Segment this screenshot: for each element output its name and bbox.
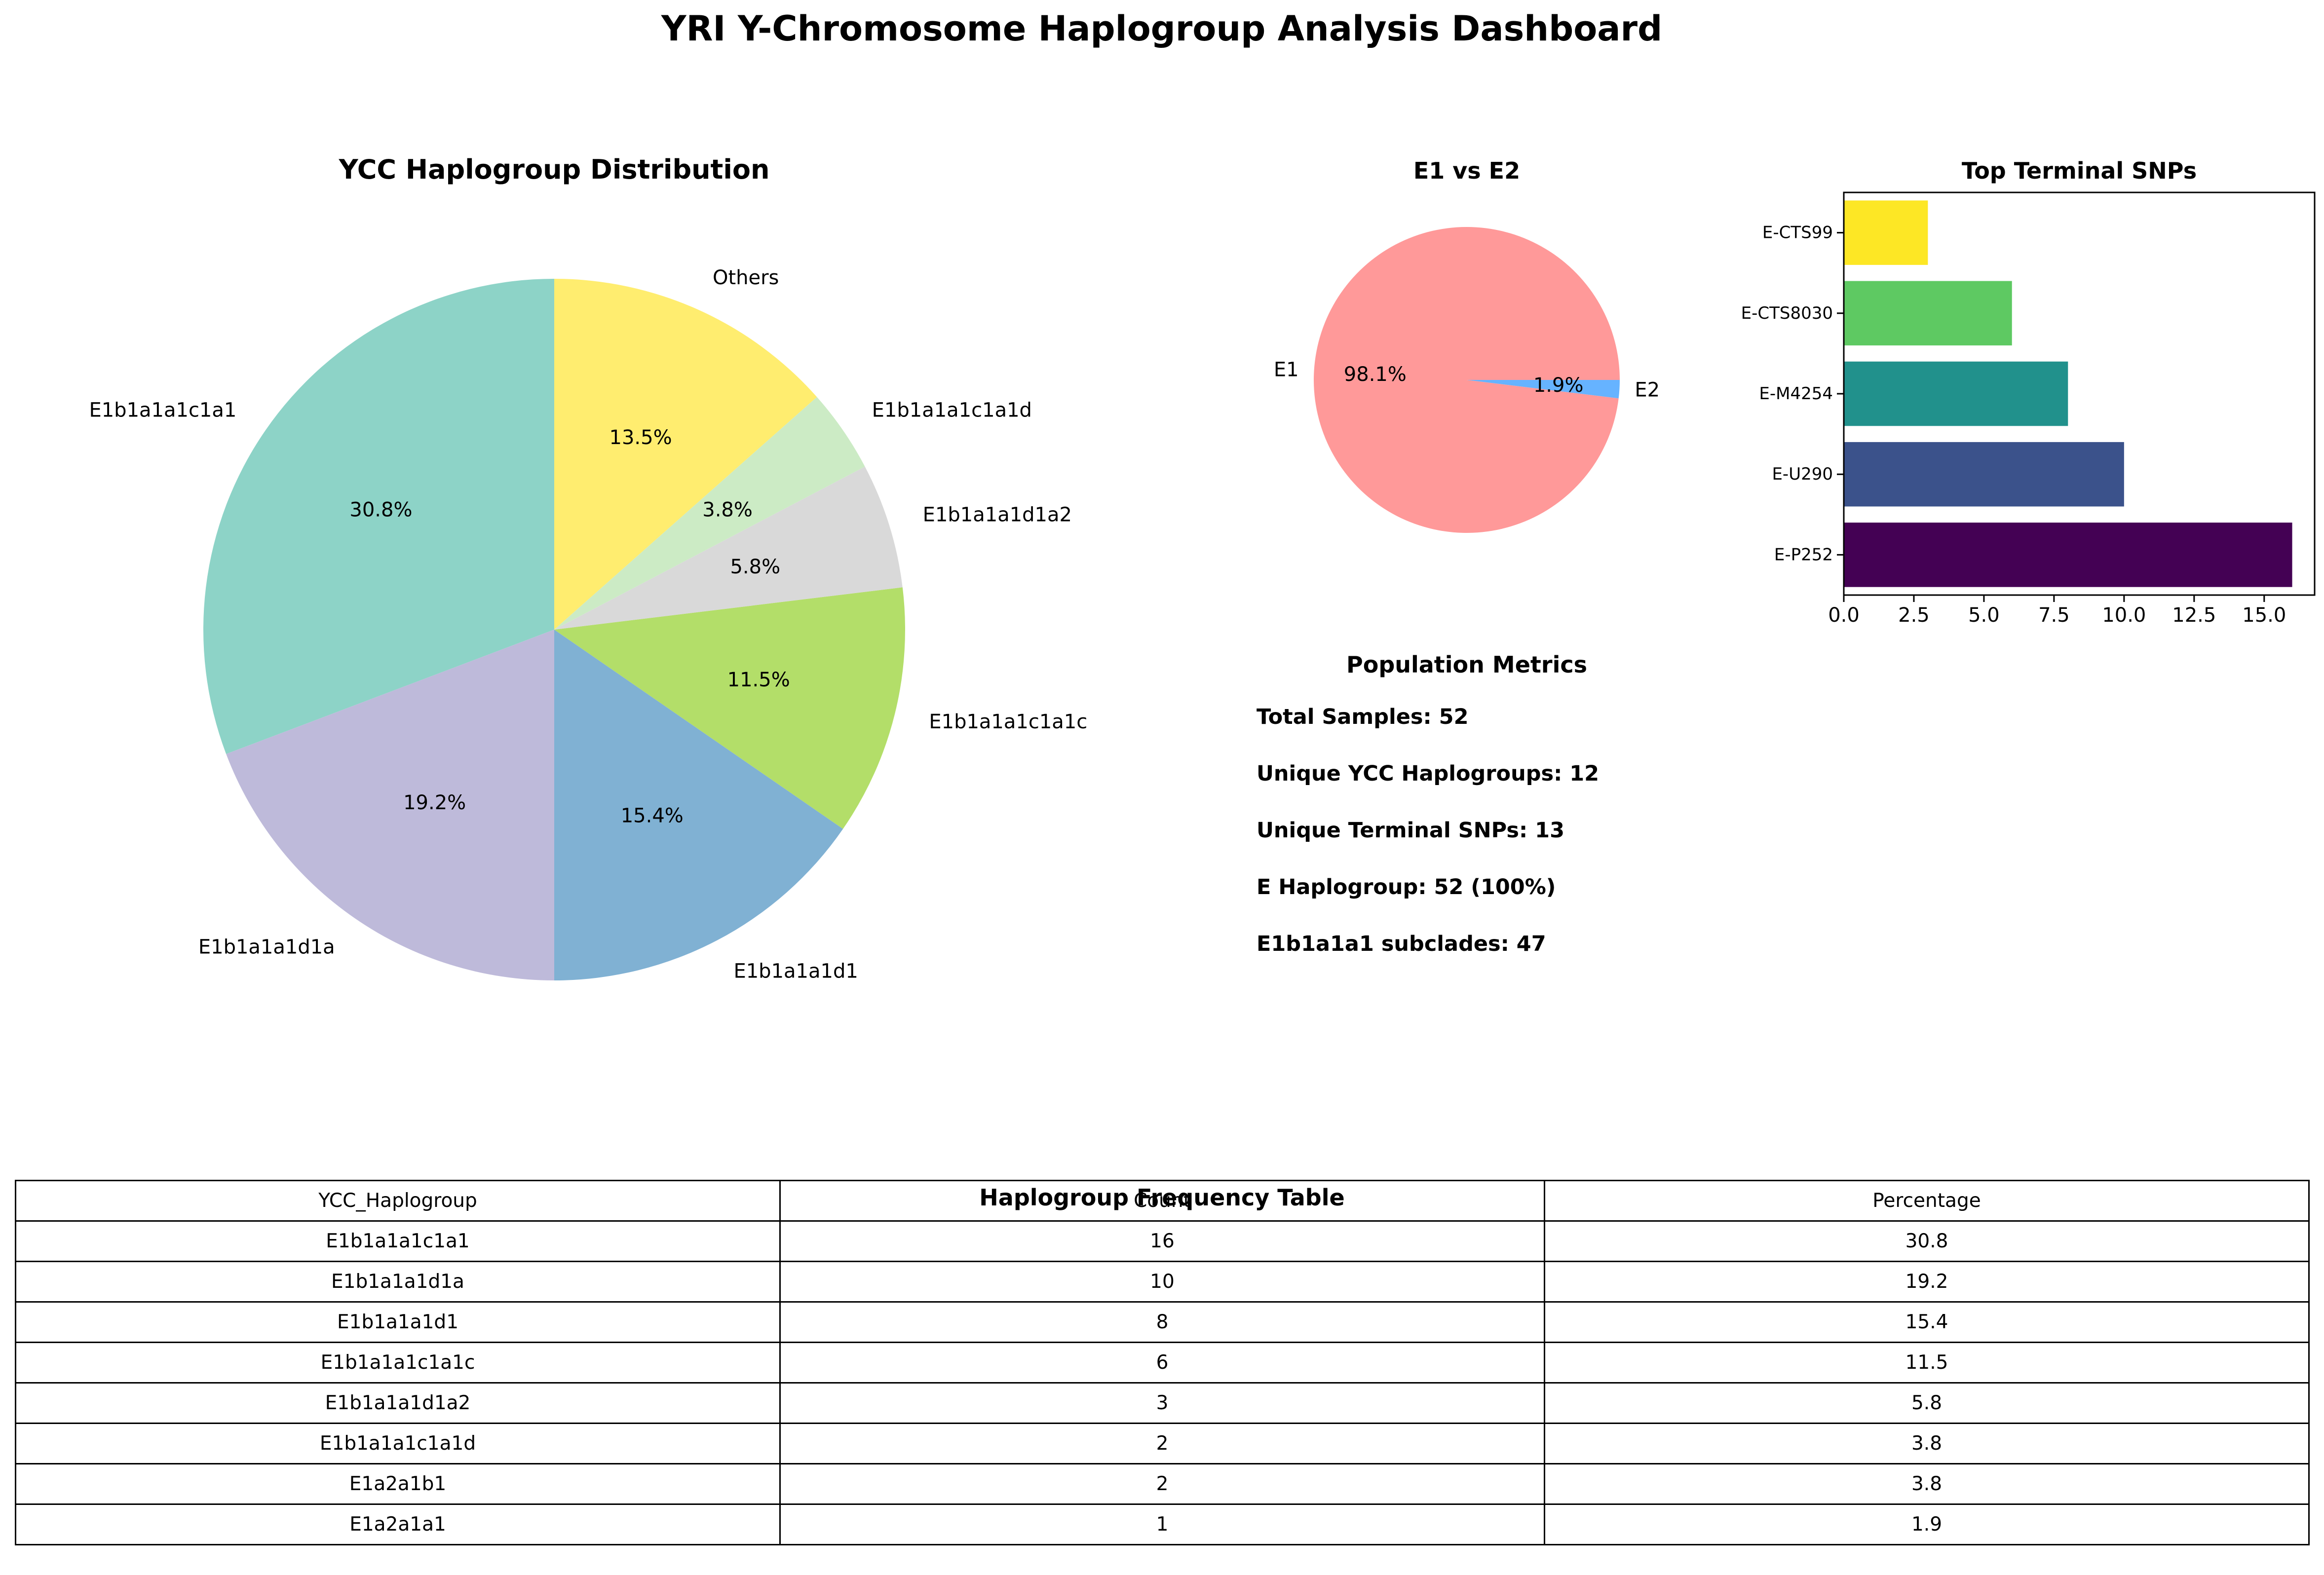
table-header-row: YCC_Haplogroup Count Percentage — [15, 1180, 2310, 1222]
pie-percent-label: 11.5% — [727, 669, 790, 691]
table-header-cell: YCC_Haplogroup — [15, 1180, 781, 1222]
pie-percent-label: 5.8% — [730, 556, 780, 578]
pie-percent-label: 13.5% — [610, 426, 672, 449]
x-tick-label: 15.0 — [2242, 604, 2286, 627]
bar-e-u290 — [1844, 442, 2124, 507]
y-tick-label: E-CTS99 — [1762, 223, 1833, 243]
bar-e-cts8030 — [1844, 281, 2012, 346]
pie-slice-e1b1a1a1d1a2 — [554, 466, 903, 630]
pie-percent-label: 30.8% — [349, 499, 412, 522]
y-tick-label: E-CTS8030 — [1741, 303, 1833, 323]
pie-category-label: E1b1a1a1d1a2 — [923, 503, 1072, 526]
bar-e-p252 — [1844, 523, 2292, 587]
pie-category-label: E1b1a1a1c1a1d — [872, 399, 1032, 422]
pie-percent-label: 19.2% — [403, 791, 466, 814]
pie-category-label: Others — [713, 266, 779, 289]
metric-unique-ycc-haplogroups: Unique YCC Haplogroups: 12 — [1257, 761, 1599, 786]
table-cell: E1b1a1a1c1a1d — [15, 1423, 781, 1464]
pie-percent-label: 98.1% — [1344, 363, 1407, 386]
pie-slice-e1b1a1a1c1a1c — [554, 587, 905, 829]
table-cell: E1b1a1a1d1 — [15, 1301, 781, 1343]
pie-slice-e1b1a1a1c1a1 — [203, 279, 554, 754]
table-cell: 3 — [779, 1382, 1545, 1424]
table-row: E1a2a1a1 1 1.9 — [15, 1503, 2310, 1545]
e1-e2-pie-chart: E1 vs E2 98.1% E1 1.9% E2 — [1274, 157, 1660, 533]
table-row: E1b1a1a1c1a1d 2 3.8 — [15, 1423, 2310, 1464]
table-cell: 3.8 — [1544, 1463, 2310, 1505]
table-cell: 1 — [779, 1503, 1545, 1545]
x-tick-label: 10.0 — [2102, 604, 2146, 627]
table-cell: E1a2a1a1 — [15, 1503, 781, 1545]
pie-slice-others — [554, 279, 817, 630]
pie-slice-e1b1a1a1d1 — [554, 630, 843, 980]
metric-total-samples: Total Samples: 52 — [1257, 705, 1469, 729]
table-cell: 15.4 — [1544, 1301, 2310, 1343]
metrics-title: Population Metrics — [1346, 651, 1587, 678]
bar-e-m4254 — [1844, 361, 2068, 426]
x-tick-label: 12.5 — [2172, 604, 2216, 627]
chart-title: YCC Haplogroup Distribution — [339, 154, 770, 185]
pie-slice-e1b1a1a1c1a1d — [554, 397, 865, 630]
pie-percent-label: 1.9% — [1533, 374, 1584, 397]
table-cell: E1a2a1b1 — [15, 1463, 781, 1505]
table-row: E1b1a1a1d1a2 3 5.8 — [15, 1382, 2310, 1424]
y-tick-label: E-P252 — [1774, 545, 1833, 564]
table-cell: 5.8 — [1544, 1382, 2310, 1424]
table-header-cell: Count — [779, 1180, 1545, 1222]
population-metrics: Population Metrics Total Samples: 52 Uni… — [1257, 651, 1599, 956]
dashboard-title: YRI Y-Chromosome Haplogroup Analysis Das… — [661, 8, 1662, 49]
table-cell: 2 — [779, 1463, 1545, 1505]
pie-category-label: E1b1a1a1c1a1c — [929, 711, 1087, 733]
table-cell: E1b1a1a1c1a1 — [15, 1220, 781, 1262]
metric-e1b1a1a1-subclades: E1b1a1a1 subclades: 47 — [1257, 932, 1546, 956]
table-cell: E1b1a1a1d1a2 — [15, 1382, 781, 1424]
table-cell: 11.5 — [1544, 1342, 2310, 1384]
table-row: E1b1a1a1d1a 10 19.2 — [15, 1261, 2310, 1303]
haplogroup-frequency-table: YCC_Haplogroup Count Percentage E1b1a1a1… — [15, 1180, 2310, 1545]
pie-percent-label: 3.8% — [702, 499, 753, 522]
table-cell: E1b1a1a1c1a1c — [15, 1342, 781, 1384]
table-row: E1b1a1a1c1a1 16 30.8 — [15, 1220, 2310, 1262]
plot-frame — [1843, 191, 2316, 596]
x-tick-label: 7.5 — [2038, 604, 2070, 627]
chart-title: Top Terminal SNPs — [1962, 157, 2197, 184]
pie-slice-e2 — [1467, 380, 1620, 399]
table-cell: 3.8 — [1544, 1423, 2310, 1464]
bar-e-cts99 — [1844, 200, 1928, 265]
haplogroup-pie-chart: YCC Haplogroup Distribution 30.8% E1b1a1a1… — [89, 154, 1087, 983]
table-header-cell: Percentage — [1544, 1180, 2310, 1222]
terminal-snp-bar-chart: Top Terminal SNPs E-P252 E-U290 E-M4254 E-CT… — [1741, 157, 2316, 627]
x-tick-label: 5.0 — [1968, 604, 2000, 627]
table-cell: 16 — [779, 1220, 1545, 1262]
y-tick-label: E-M4254 — [1759, 384, 1833, 404]
pie-slice-e1b1a1a1d1a — [226, 630, 554, 980]
table-cell: E1b1a1a1d1a — [15, 1261, 781, 1303]
metric-unique-terminal-snps: Unique Terminal SNPs: 13 — [1257, 818, 1564, 843]
pie-category-label: E1b1a1a1d1 — [733, 960, 858, 983]
table-row: E1a2a1b1 2 3.8 — [15, 1463, 2310, 1505]
chart-title: E1 vs E2 — [1413, 157, 1520, 184]
metric-e-haplogroup: E Haplogroup: 52 (100%) — [1257, 875, 1556, 900]
table-cell: 6 — [779, 1342, 1545, 1384]
pie-category-label: E2 — [1635, 379, 1660, 402]
table-cell: 10 — [779, 1261, 1545, 1303]
table-cell: 30.8 — [1544, 1220, 2310, 1262]
table-row: E1b1a1a1c1a1c 6 11.5 — [15, 1342, 2310, 1384]
x-tick-label: 0.0 — [1828, 604, 1860, 627]
table-cell: 1.9 — [1544, 1503, 2310, 1545]
pie-category-label: E1b1a1a1c1a1 — [89, 399, 236, 422]
table-cell: 19.2 — [1544, 1261, 2310, 1303]
pie-category-label: E1 — [1274, 358, 1299, 381]
table-row: E1b1a1a1d1 8 15.4 — [15, 1301, 2310, 1343]
pie-category-label: E1b1a1a1d1a — [198, 936, 335, 959]
table-cell: 8 — [779, 1301, 1545, 1343]
pie-slice-e1 — [1313, 227, 1620, 533]
y-tick-label: E-U290 — [1772, 464, 1833, 484]
pie-percent-label: 15.4% — [621, 805, 684, 827]
x-tick-label: 2.5 — [1898, 604, 1930, 627]
table-cell: 2 — [779, 1423, 1545, 1464]
